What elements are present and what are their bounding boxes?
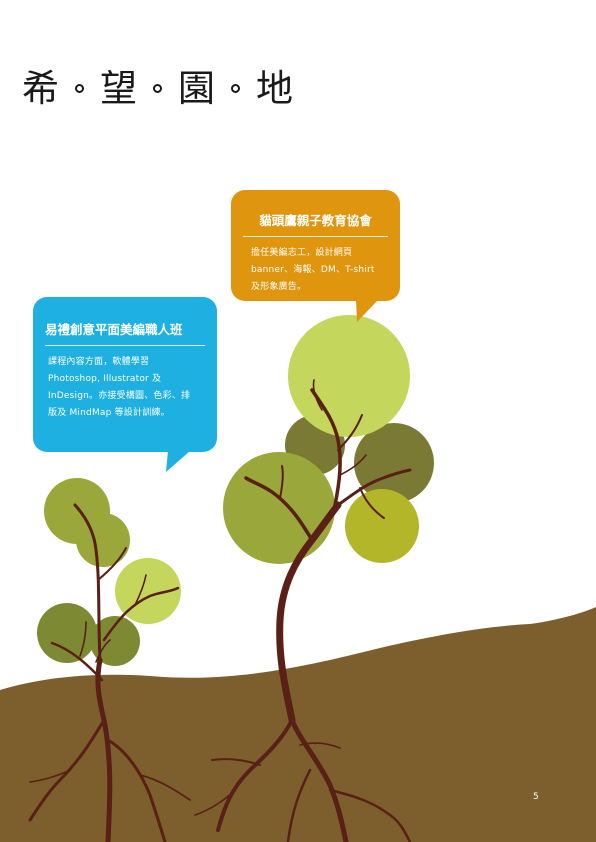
title-char-1: 希 (22, 67, 59, 110)
bubble-title: 貓頭鷹親子教育協會 (243, 210, 388, 237)
ground (0, 607, 596, 842)
blue-speech-bubble: 易禮創意平面美編職人班 課程內容方面，軟體學習 Photoshop, Illus… (33, 297, 217, 452)
title-char-4: 地 (256, 67, 293, 110)
title-char-3: 園 (178, 67, 215, 110)
title-separator-dot (75, 84, 84, 93)
blue-bubble-tail (166, 451, 190, 472)
orange-bubble-tail (356, 300, 378, 322)
title-char-2: 望 (100, 67, 137, 110)
small-tree-trunk (28, 503, 191, 842)
title-separator-dot (231, 84, 240, 93)
orange-speech-bubble: 貓頭鷹親子教育協會 擔任美編志工，設計網頁 banner、海報、DM、T-shi… (231, 190, 400, 301)
page-title: 希 望 園 地 (22, 70, 293, 107)
bubble-title: 易禮創意平面美編職人班 (45, 319, 205, 346)
page-number: 5 (533, 792, 539, 802)
big-tree-canopy (223, 315, 434, 564)
big-tree-trunk (194, 379, 412, 842)
bubble-text: 課程內容方面，軟體學習 Photoshop, Illustrator 及 InD… (48, 357, 191, 418)
title-separator-dot (153, 84, 162, 93)
bubble-text: 擔任美編志工，設計網頁 banner、海報、DM、T-shirt 及形象廣告。 (251, 248, 375, 292)
small-tree-canopy (37, 478, 181, 666)
